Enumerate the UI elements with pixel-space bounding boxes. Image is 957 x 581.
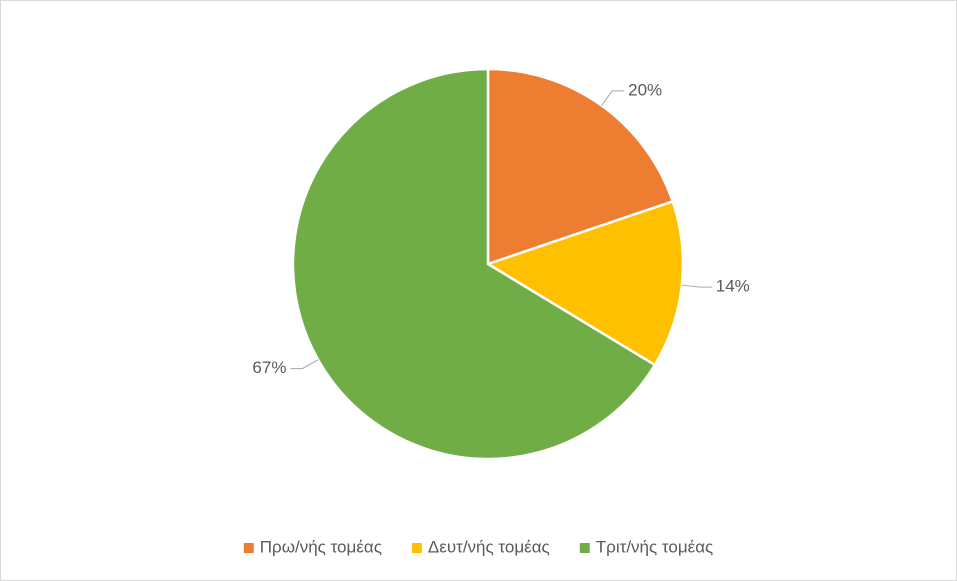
pie-slice (486, 67, 675, 266)
pie-slice (485, 199, 685, 367)
leader-line (290, 359, 319, 370)
data-label: 14% (716, 277, 750, 296)
legend-label: Τριτ/νής τομέας (596, 537, 713, 556)
legend-label: Πρω/νής τομέας (260, 537, 382, 556)
data-label: 67% (252, 358, 286, 377)
leader-line (601, 90, 625, 106)
leader-line (681, 284, 712, 288)
legend-label: Δευτ/νής τομέας (428, 537, 550, 556)
data-label: 20% (628, 80, 662, 99)
legend-swatch (411, 543, 422, 553)
legend-swatch (243, 543, 254, 553)
legend-swatch (579, 543, 590, 553)
pie-slice (291, 67, 657, 461)
